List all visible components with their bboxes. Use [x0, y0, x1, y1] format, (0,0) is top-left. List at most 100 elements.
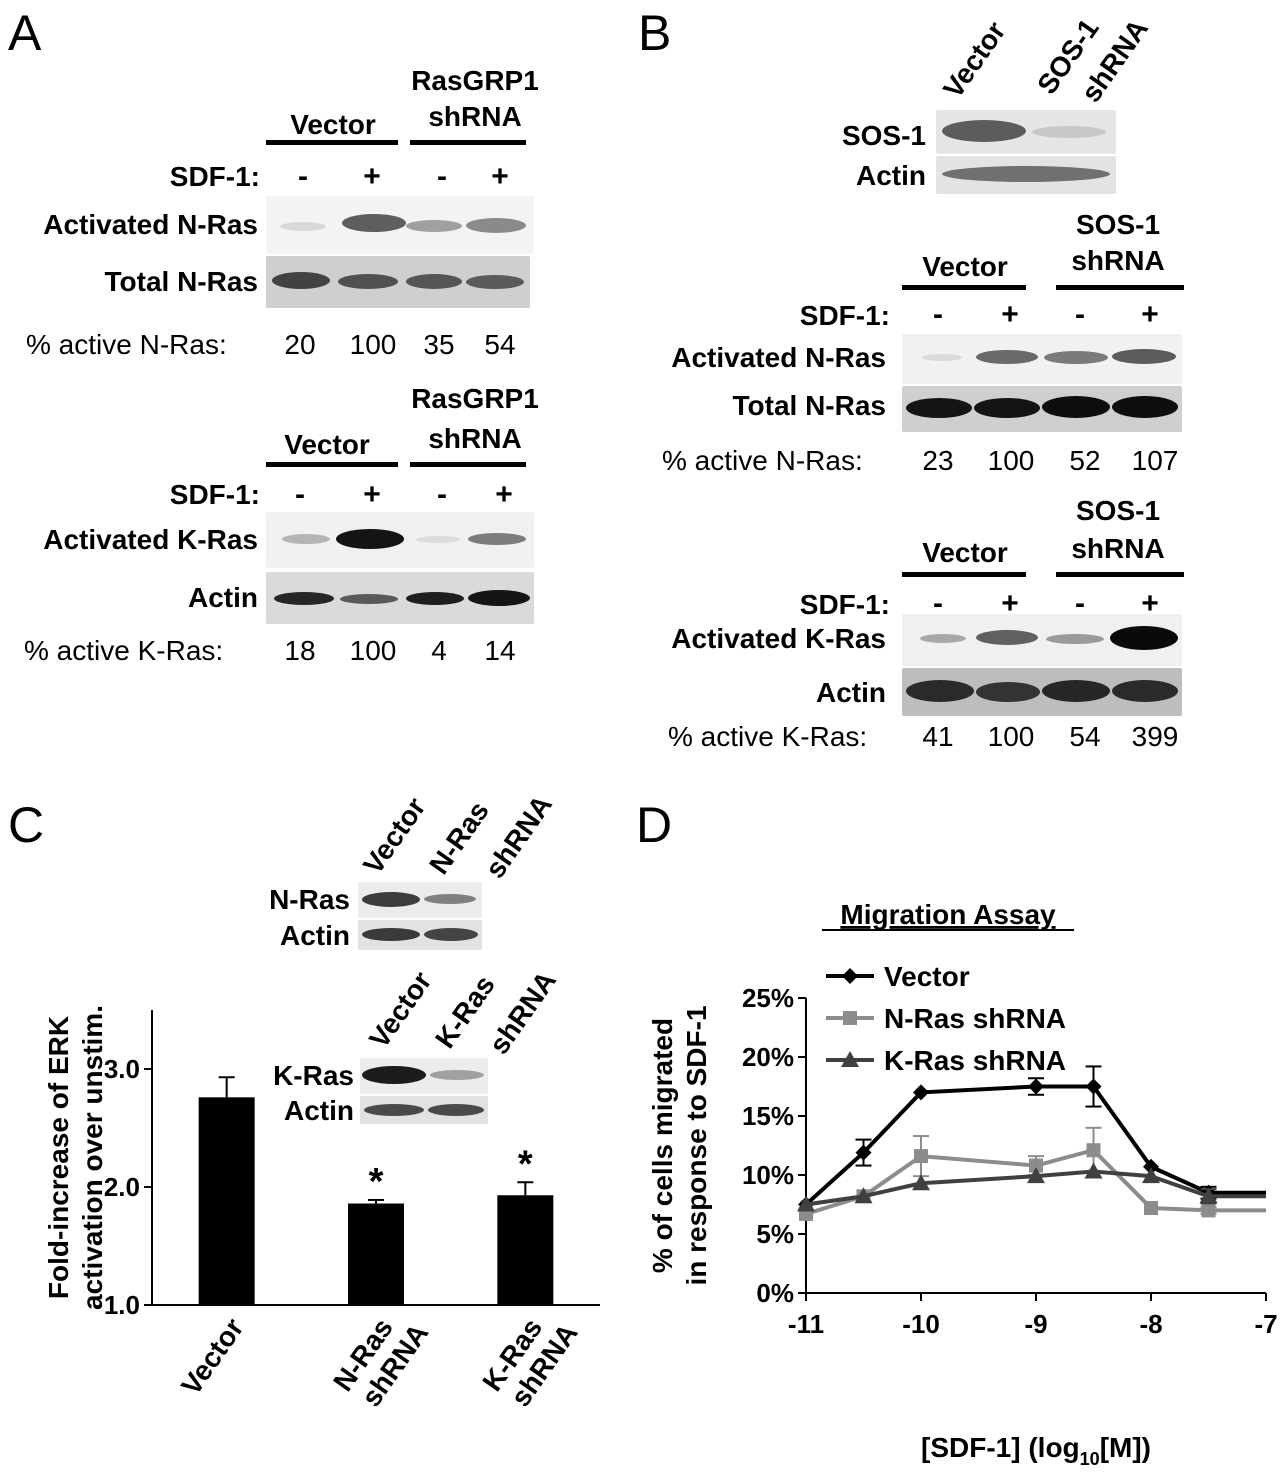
pct-value: 35 [423, 329, 455, 360]
pct-value: 107 [1131, 445, 1179, 476]
chart-title: Migration Assay [840, 899, 1056, 930]
pct-value: 100 [987, 445, 1035, 476]
sdf-sign: - [933, 298, 943, 331]
y-tick-label: 25% [742, 983, 794, 1013]
group-label-shrna-line2: shRNA [428, 423, 522, 454]
sdf-label: SDF-1: [799, 300, 890, 331]
lane-header-vector: Vector [357, 791, 432, 880]
row-label-activated-kras: Activated K-Ras [671, 623, 886, 654]
sdf-sign: + [1141, 298, 1159, 331]
legend-label: N-Ras shRNA [884, 1003, 1066, 1034]
group-label-vector: Vector [284, 429, 370, 460]
legend-label: Vector [884, 961, 970, 992]
group-label-shrna-line1: RasGRP1 [411, 65, 539, 96]
x-tick-label: -8 [1139, 1309, 1162, 1339]
data-point [855, 1144, 872, 1161]
blot-activated-kras [902, 614, 1182, 666]
legend-label: K-Ras shRNA [884, 1045, 1066, 1076]
y-tick-label: 3.0 [104, 1054, 140, 1084]
series-line [805, 1169, 1266, 1207]
sdf-sign: + [363, 160, 381, 193]
group-underline-vector [902, 285, 1026, 290]
lane-header-vector: Vector [937, 15, 1012, 104]
pct-value: 100 [349, 635, 397, 666]
sdf-sign: - [437, 478, 447, 511]
y-tick-label: 0% [756, 1278, 794, 1308]
sdf-sign: + [491, 160, 509, 193]
group-label-shrna-line1: RasGRP1 [411, 383, 539, 414]
data-point [1085, 1078, 1102, 1095]
group-underline-vector [266, 140, 398, 145]
pct-label: % active N-Ras: [662, 445, 863, 476]
y-axis-label: % of cells migrated in response to SDF-1 [647, 1005, 712, 1285]
blot-total-nras [266, 256, 530, 308]
significance-marker: * [369, 1161, 384, 1203]
y-tick-label: 1.0 [104, 1290, 140, 1320]
legend-marker [842, 968, 858, 984]
series-line [804, 1084, 1266, 1206]
data-point [1144, 1201, 1158, 1216]
data-point [1084, 1162, 1103, 1179]
sdf-label: SDF-1: [169, 161, 260, 192]
panel-label-d: D [636, 797, 673, 853]
pct-value: 54 [1069, 721, 1101, 752]
row-label-activated-nras: Activated N-Ras [671, 342, 886, 373]
blot-sos1 [936, 110, 1116, 154]
sdf-sign: + [363, 478, 381, 511]
sdf-sign: + [1001, 587, 1019, 620]
row-label-activated-nras: Activated N-Ras [43, 209, 258, 240]
y-tick-label: 15% [742, 1101, 794, 1131]
group-label-shrna-line2: shRNA [1071, 245, 1165, 276]
pct-value: 100 [349, 329, 397, 360]
sdf-sign: + [495, 478, 513, 511]
x-tick-label: -10 [902, 1309, 940, 1339]
pct-value: 399 [1131, 721, 1179, 752]
row-label-actin: Actin [280, 920, 350, 951]
group-underline-vector [266, 462, 398, 467]
y-tick-label: 10% [742, 1160, 794, 1190]
blot-actin [266, 572, 534, 624]
group-underline-shrna [1056, 285, 1184, 290]
sdf-sign: - [437, 160, 447, 193]
bar [497, 1195, 554, 1305]
sdf-label: SDF-1: [169, 479, 260, 510]
blot-activated-nras [902, 334, 1182, 384]
row-label-total-nras: Total N-Ras [732, 390, 887, 421]
group-label-vector: Vector [922, 537, 1008, 568]
group-label-vector: Vector [922, 251, 1008, 282]
pct-value: 20 [284, 329, 316, 360]
y-axis-label: Fold-increase of ERK activation over unst… [43, 1005, 108, 1310]
data-point [912, 1174, 930, 1191]
group-underline-shrna [410, 462, 526, 467]
data-point [797, 1195, 815, 1212]
data-point [914, 1149, 928, 1164]
sdf-sign: + [1001, 298, 1019, 331]
pct-value: 23 [922, 445, 954, 476]
sdf-label: SDF-1: [799, 589, 890, 620]
pct-value: 14 [484, 635, 516, 666]
sdf-sign: - [933, 587, 943, 620]
data-point [1201, 1203, 1216, 1218]
sdf-sign: - [1075, 298, 1085, 331]
blot-actin [358, 920, 482, 950]
blot-actin [936, 156, 1116, 194]
group-label-shrna-line2: shRNA [1071, 533, 1165, 564]
row-label-nras: N-Ras [269, 884, 350, 915]
group-underline-shrna [1056, 572, 1184, 577]
x-category-label: K-RasshRNA [476, 1300, 583, 1416]
group-label-vector: Vector [290, 109, 376, 140]
row-label-actin: Actin [284, 1095, 354, 1126]
significance-marker: * [518, 1143, 533, 1185]
data-point [1142, 1167, 1160, 1184]
data-point [1086, 1143, 1101, 1158]
y-tick-label: 2.0 [104, 1172, 140, 1202]
row-label-total-nras: Total N-Ras [104, 266, 259, 297]
x-category-label: Vector [175, 1313, 250, 1401]
group-label-shrna-line2: shRNA [428, 101, 522, 132]
blot-actin [902, 668, 1182, 716]
data-point [1143, 1158, 1159, 1175]
x-tick-label: -9 [1024, 1309, 1047, 1339]
blot-actin [360, 1096, 488, 1124]
row-label-actin: Actin [816, 677, 886, 708]
erk-bar-chart: 1.0 2.0 3.0 Vector * N-RasshRNA * K-RasshRNA Fol… [43, 1005, 600, 1416]
